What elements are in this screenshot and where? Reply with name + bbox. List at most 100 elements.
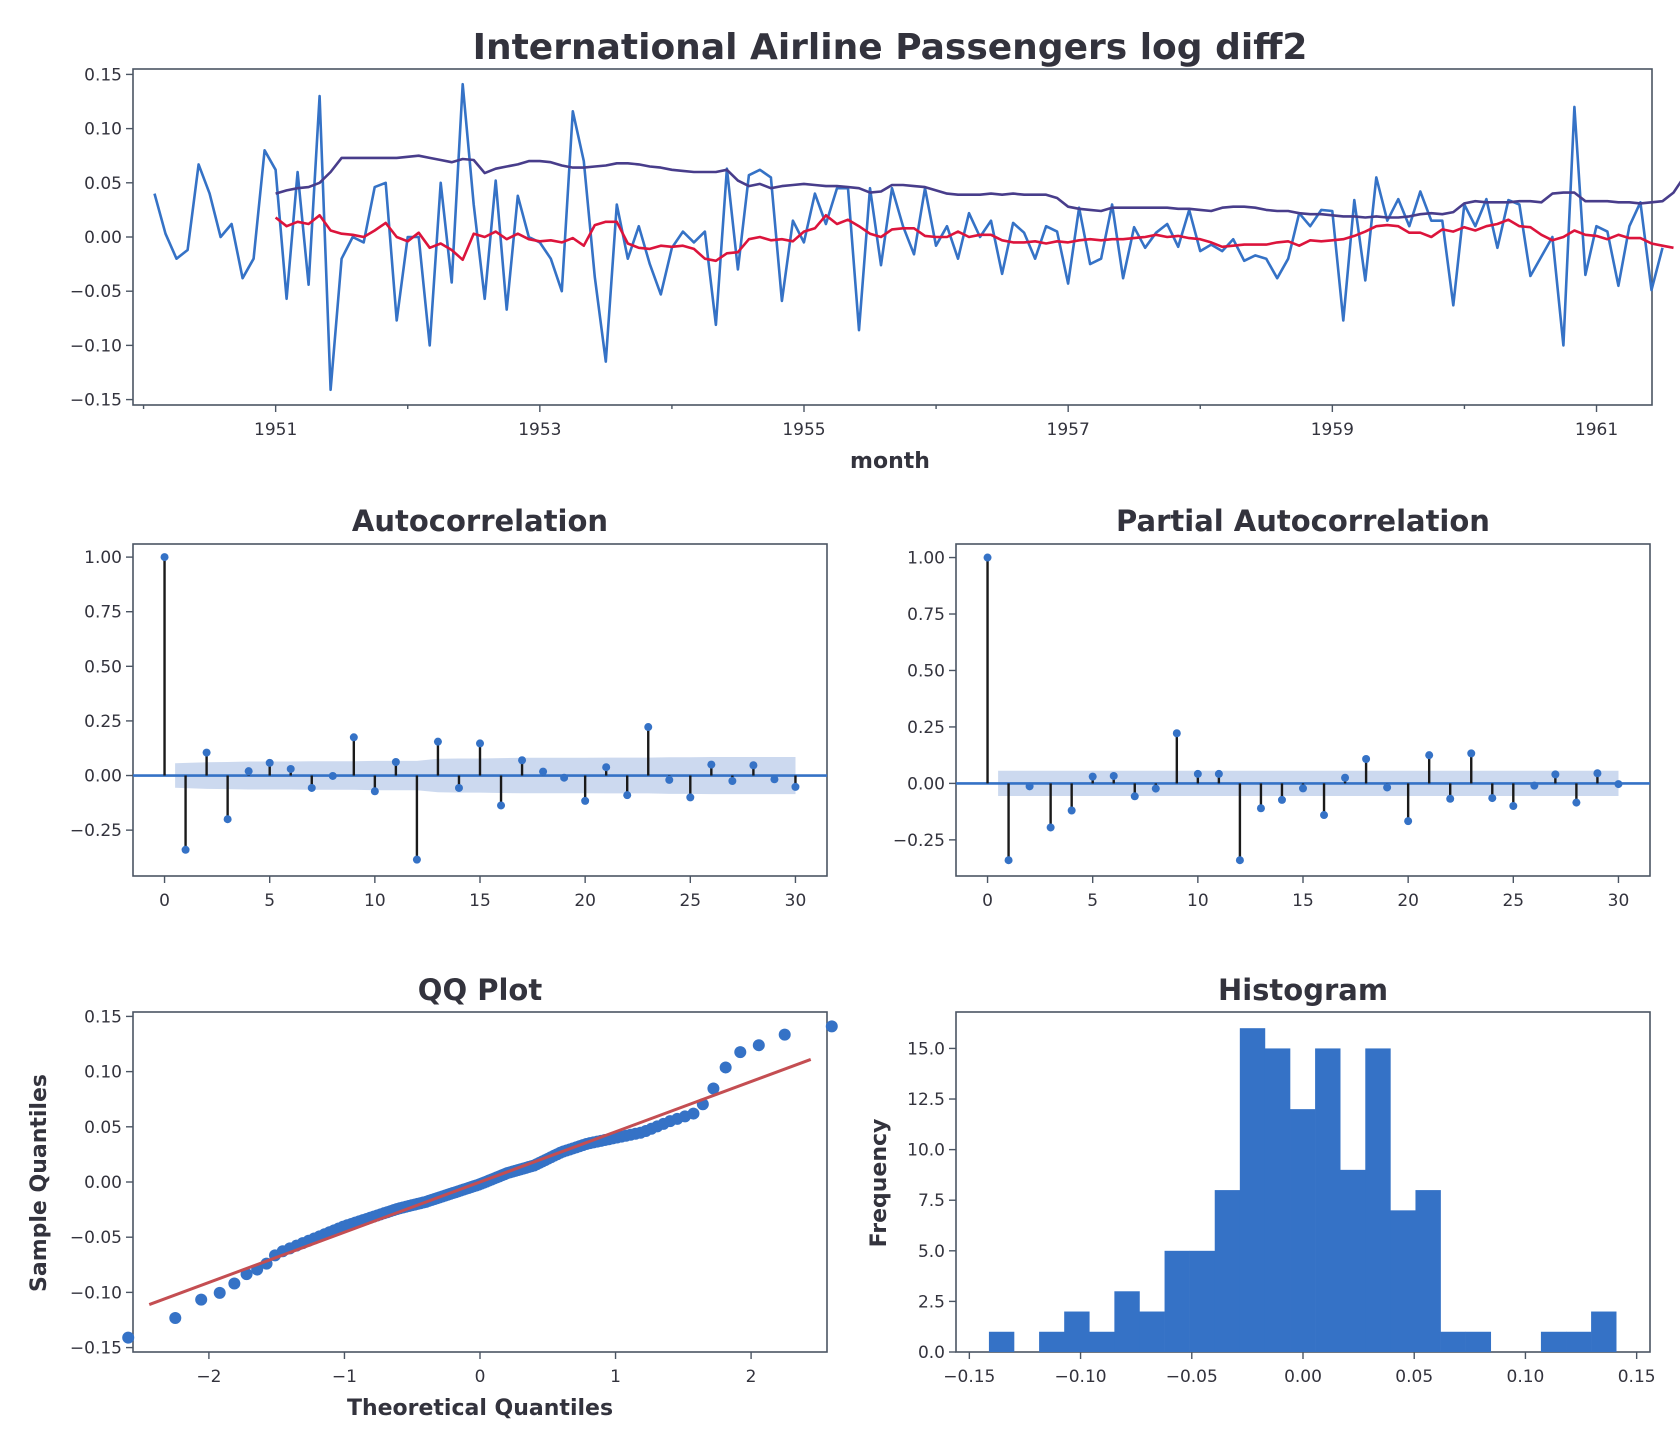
pacf-stem-marker xyxy=(1593,769,1602,778)
hist-bar xyxy=(1139,1311,1165,1352)
acf-stem-marker xyxy=(433,737,442,746)
hist-ytick-label: 5.0 xyxy=(918,1242,945,1262)
pacf-stem-marker xyxy=(1109,771,1118,780)
acf-xtick-label: 5 xyxy=(264,891,275,911)
acf-stem-marker xyxy=(539,767,548,776)
hist-bar xyxy=(1465,1331,1492,1352)
pacf-stem-marker xyxy=(1509,801,1518,810)
pacf-stem-marker xyxy=(1425,751,1434,760)
qq-xtick-label: 1 xyxy=(610,1367,621,1387)
pacf-stem-marker xyxy=(1256,804,1265,813)
pacf-stem-marker xyxy=(1277,795,1286,804)
acf-stem-marker xyxy=(791,782,800,791)
acf-xtick-label: 10 xyxy=(364,891,386,911)
hist-title: Histogram xyxy=(1218,973,1388,1007)
pacf-stem-marker xyxy=(1067,806,1076,815)
qq-title: QQ Plot xyxy=(418,973,543,1007)
acf-frame xyxy=(132,543,828,877)
acf-stem-marker xyxy=(349,733,358,742)
pacf-stem-marker xyxy=(983,553,992,562)
pacf-stem-marker xyxy=(1151,784,1160,793)
hist-ylabel: Frequency xyxy=(867,1119,892,1248)
pacf-xtick-label: 20 xyxy=(1397,891,1419,911)
acf-stem-marker xyxy=(770,775,779,784)
pacf-stem-marker xyxy=(1614,780,1623,789)
hist-bar xyxy=(1239,1028,1266,1352)
acf-stem-marker xyxy=(518,756,527,765)
qq-ytick-label: 0.00 xyxy=(84,1173,122,1193)
timeseries-xlabel: month xyxy=(850,449,930,474)
pacf-stem-marker xyxy=(1572,798,1581,807)
acf-ytick-label: −0.25 xyxy=(70,821,122,841)
pacf-ytick-label: 1.00 xyxy=(907,549,945,569)
acf-stem-marker xyxy=(560,773,569,782)
qq-point xyxy=(169,1311,182,1324)
hist-bar xyxy=(1214,1190,1241,1352)
qq-point xyxy=(752,1039,765,1052)
hist-bar xyxy=(1164,1250,1190,1352)
qq-point xyxy=(228,1277,241,1290)
acf-xtick-label: 25 xyxy=(679,891,701,911)
hist-bar xyxy=(1089,1331,1115,1352)
hist-panel: 0.0 2.5 5.0 7.5 10.0 12.5 15.0 −0.15 −0.10 −0.05 0… xyxy=(907,1011,1656,1387)
pacf-xtick-label: 30 xyxy=(1608,891,1630,911)
pacf-stem-marker xyxy=(1488,794,1497,803)
acf-stem-marker xyxy=(476,739,484,748)
pacf-xtick-label: 25 xyxy=(1502,891,1524,911)
pacf-stem-marker xyxy=(1446,794,1455,803)
acf-ytick-label: 1.00 xyxy=(84,548,122,568)
hist-xtick-label: 0.05 xyxy=(1395,1367,1433,1387)
acf-stem-marker xyxy=(307,783,316,792)
pacf-xtick-label: 0 xyxy=(982,891,993,911)
hist-ytick-label: 15.0 xyxy=(907,1039,945,1059)
acf-stem-marker xyxy=(412,855,421,864)
qq-point xyxy=(707,1082,720,1095)
qq-ylabel: Sample Quantiles xyxy=(27,1074,52,1292)
qq-reference-line xyxy=(148,1058,812,1306)
hist-ytick-label: 10.0 xyxy=(907,1141,945,1161)
timeseries-xtick-label: 1961 xyxy=(1575,420,1618,440)
hist-bar xyxy=(1189,1250,1216,1352)
timeseries-ytick-label: 0.10 xyxy=(84,120,122,140)
pacf-stem-marker xyxy=(1172,729,1181,738)
acf-stem-marker xyxy=(581,796,590,805)
acf-ytick-label: 0.25 xyxy=(84,712,122,732)
acf-stem-marker xyxy=(707,760,716,769)
acf-stem-marker xyxy=(623,791,632,800)
hist-bar xyxy=(1566,1331,1592,1352)
acf-stem-marker xyxy=(454,783,463,792)
qq-ytick-label: −0.10 xyxy=(70,1283,122,1303)
pacf-stem-marker xyxy=(1404,817,1413,826)
pacf-stem-marker xyxy=(1130,792,1139,801)
figure-title: International Airline Passengers log dif… xyxy=(473,27,1308,68)
acf-stem-marker xyxy=(391,757,400,766)
hist-ytick-label: 7.5 xyxy=(918,1191,945,1211)
series-line-rolling_std xyxy=(275,154,1680,219)
pacf-stem-marker xyxy=(1530,781,1539,790)
acf-xtick-label: 15 xyxy=(469,891,491,911)
hist-ytick-label: 2.5 xyxy=(918,1292,945,1312)
pacf-stem-marker xyxy=(1004,856,1013,865)
hist-bar xyxy=(988,1331,1015,1352)
pacf-stem-marker xyxy=(1341,773,1350,782)
pacf-ytick-label: 0.00 xyxy=(907,774,945,794)
acf-stem-marker xyxy=(160,553,169,562)
acf-stem-marker xyxy=(665,775,674,784)
hist-bar xyxy=(1365,1048,1391,1352)
qq-ytick-label: 0.10 xyxy=(84,1063,122,1083)
qq-point xyxy=(213,1286,226,1299)
pacf-stem-marker xyxy=(1551,770,1560,779)
acf-stem-marker xyxy=(370,787,379,796)
acf-stem-marker xyxy=(286,764,295,773)
timeseries-xtick-label: 1951 xyxy=(254,420,297,440)
timeseries-ytick-label: −0.10 xyxy=(70,336,122,356)
pacf-stem-marker xyxy=(1088,772,1097,781)
hist-ytick-label: 12.5 xyxy=(907,1090,945,1110)
pacf-stem-marker xyxy=(1235,856,1244,865)
pacf-xtick-label: 5 xyxy=(1087,891,1098,911)
qq-point xyxy=(734,1046,747,1059)
pacf-stem-marker xyxy=(1362,755,1371,764)
qq-point xyxy=(719,1061,732,1074)
pacf-stem-marker xyxy=(1193,769,1202,778)
hist-xtick-label: 0.00 xyxy=(1284,1367,1322,1387)
